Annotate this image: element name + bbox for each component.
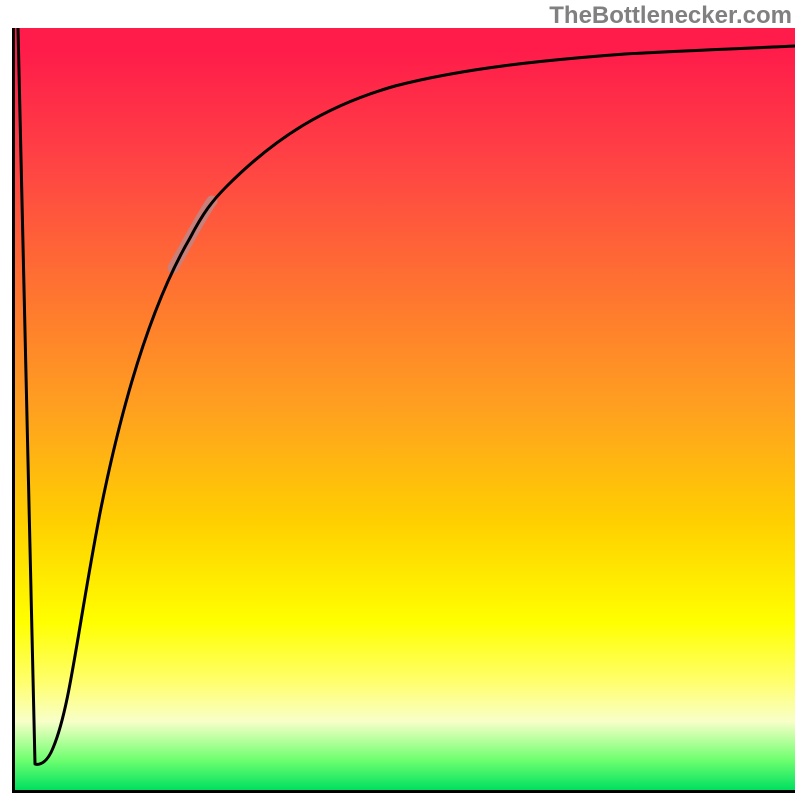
curve-layer <box>15 28 795 790</box>
plot-area <box>12 28 795 793</box>
watermark-text: TheBottlenecker.com <box>549 2 792 30</box>
chart-container: TheBottlenecker.com <box>0 0 800 800</box>
main-curve <box>18 28 795 764</box>
highlight-segment <box>173 201 212 268</box>
